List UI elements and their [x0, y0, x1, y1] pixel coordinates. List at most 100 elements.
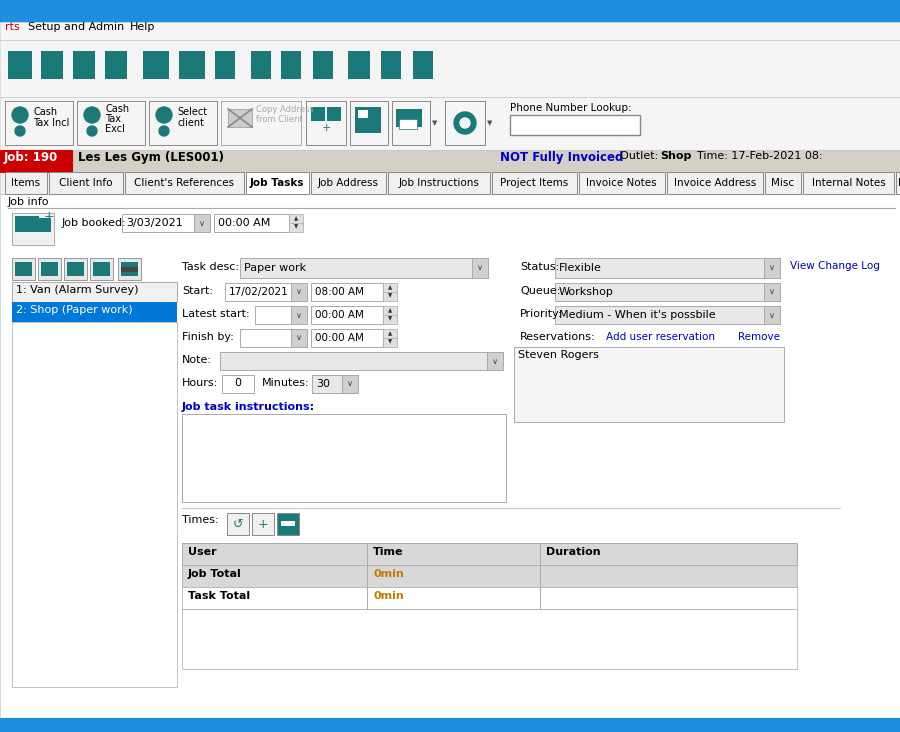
Bar: [289, 223, 303, 232]
Bar: [0, 22, 900, 40]
Bar: [510, 115, 640, 135]
Bar: [246, 172, 309, 194]
Text: Job Total: Job Total: [188, 569, 242, 579]
Bar: [90, 258, 113, 280]
Bar: [0, 194, 900, 732]
Text: Setup and Admin: Setup and Admin: [28, 22, 124, 32]
Text: Minutes:: Minutes:: [262, 378, 310, 388]
Bar: [0, 0, 900, 22]
Bar: [5, 47, 35, 85]
Bar: [388, 172, 490, 194]
Bar: [764, 283, 780, 301]
Bar: [0, 172, 900, 194]
Circle shape: [87, 126, 97, 136]
Text: Client Info: Client Info: [59, 178, 112, 188]
Text: Phone Number Lookup:: Phone Number Lookup:: [510, 103, 632, 113]
Text: ∨: ∨: [769, 288, 775, 296]
Bar: [765, 172, 801, 194]
Text: Invoice Notes: Invoice Notes: [587, 178, 657, 188]
Text: Duration: Duration: [546, 547, 600, 557]
Text: Tax Incl: Tax Incl: [33, 118, 69, 128]
Text: ∨: ∨: [346, 379, 353, 389]
Text: +: +: [44, 210, 55, 223]
Bar: [182, 587, 797, 609]
Text: Note:: Note:: [182, 355, 212, 365]
Text: ▲: ▲: [388, 331, 392, 336]
Text: Workshop: Workshop: [559, 287, 614, 297]
Bar: [122, 214, 210, 232]
Bar: [350, 101, 388, 145]
Text: ▼: ▼: [388, 340, 392, 345]
Text: ↺: ↺: [233, 518, 243, 531]
Bar: [38, 258, 61, 280]
Bar: [0, 150, 900, 172]
Text: ∨: ∨: [199, 218, 205, 228]
Circle shape: [15, 126, 25, 136]
Text: Priority:: Priority:: [520, 309, 562, 319]
Bar: [248, 47, 274, 85]
Text: NOT Fully Invoiced: NOT Fully Invoiced: [500, 151, 624, 164]
Bar: [212, 47, 238, 85]
Bar: [70, 47, 98, 85]
Text: 00:00 AM: 00:00 AM: [218, 218, 270, 228]
Text: ▼: ▼: [432, 120, 437, 126]
Bar: [0, 150, 72, 172]
Bar: [118, 258, 141, 280]
Circle shape: [84, 107, 100, 123]
Bar: [383, 306, 397, 316]
Text: ∨: ∨: [296, 310, 302, 319]
Bar: [143, 51, 169, 79]
Bar: [399, 119, 417, 129]
Bar: [355, 107, 381, 133]
Bar: [383, 292, 397, 301]
Bar: [215, 51, 235, 79]
Text: Steven Rogers: Steven Rogers: [518, 350, 598, 360]
Text: Job: 190: Job: 190: [4, 151, 58, 164]
Bar: [176, 47, 208, 85]
Bar: [803, 172, 894, 194]
Bar: [12, 282, 177, 302]
Text: 3/03/2021: 3/03/2021: [126, 218, 183, 228]
Bar: [182, 543, 797, 565]
Circle shape: [12, 107, 28, 123]
Bar: [179, 51, 205, 79]
Text: Add user reservation: Add user reservation: [606, 332, 715, 342]
Text: 00:00 AM: 00:00 AM: [315, 333, 364, 343]
Text: Project Items: Project Items: [500, 178, 569, 188]
Bar: [194, 214, 210, 232]
Text: Internal Notes: Internal Notes: [812, 178, 886, 188]
Bar: [38, 47, 66, 85]
Text: Les Les Gym (LES001): Les Les Gym (LES001): [78, 151, 224, 164]
Bar: [240, 329, 307, 347]
Text: ▲: ▲: [294, 216, 298, 221]
Bar: [311, 329, 383, 347]
Bar: [278, 47, 304, 85]
Bar: [64, 258, 87, 280]
Bar: [41, 51, 63, 79]
Text: ∨: ∨: [769, 264, 775, 272]
Bar: [311, 283, 383, 301]
Bar: [311, 107, 325, 121]
Text: 2: Shop (Paper work): 2: Shop (Paper work): [16, 305, 132, 315]
Text: rts: rts: [5, 22, 20, 32]
Bar: [182, 414, 506, 502]
Text: Job Address: Job Address: [318, 178, 379, 188]
Bar: [327, 107, 341, 121]
Bar: [15, 216, 39, 232]
Text: Task desc:: Task desc:: [182, 262, 239, 272]
Text: +: +: [257, 518, 268, 531]
Text: View Change Log: View Change Log: [790, 261, 880, 271]
Bar: [311, 306, 383, 324]
Bar: [214, 214, 289, 232]
Text: ▼: ▼: [388, 316, 392, 321]
Bar: [182, 565, 797, 587]
Text: Queue:: Queue:: [520, 286, 561, 296]
Bar: [240, 258, 488, 278]
Text: Client's References: Client's References: [134, 178, 234, 188]
Text: Help: Help: [130, 22, 156, 32]
Bar: [49, 172, 123, 194]
Text: ∨: ∨: [492, 356, 498, 365]
Bar: [764, 306, 780, 324]
Text: ▼: ▼: [294, 225, 298, 230]
Bar: [222, 375, 254, 393]
